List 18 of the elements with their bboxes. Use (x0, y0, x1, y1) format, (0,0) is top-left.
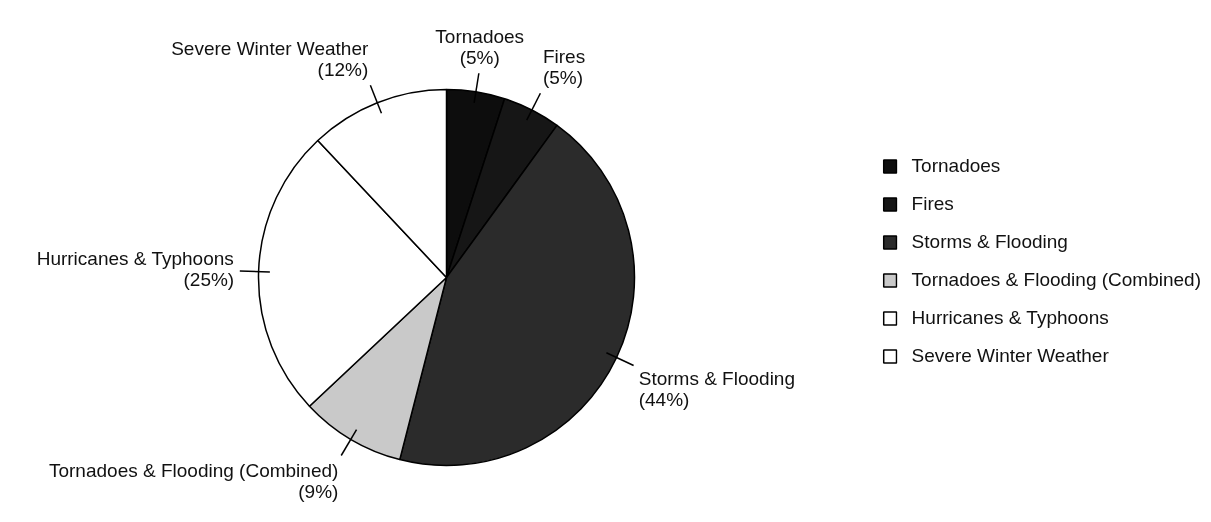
legend-label: Tornadoes (911, 155, 1001, 177)
legend-label: Fires (911, 193, 954, 215)
slice-label: Hurricanes & Typhoons (36, 247, 234, 269)
data-label: (5%) (459, 46, 500, 68)
slice-label: Fires (542, 46, 586, 68)
legend-label: Storms & Flooding (911, 231, 1068, 253)
data-label: (12%) (317, 58, 369, 80)
legend-label: Severe Winter Weather (911, 345, 1109, 367)
legend-label: Tornadoes & Flooding (Combined) (911, 269, 1201, 291)
data-label: (9%) (298, 481, 339, 503)
data-label: (5%) (542, 67, 584, 89)
data-label: (25%) (183, 268, 235, 290)
legend-label: Hurricanes & Typhoons (911, 307, 1109, 329)
data-label: (44%) (638, 388, 690, 410)
slice-label: Storms & Flooding (638, 367, 796, 389)
slice-label: Severe Winter Weather (171, 37, 369, 59)
slice-label: Tornadoes & Flooding (Combined) (48, 460, 339, 482)
slice-label: Tornadoes (435, 25, 525, 47)
